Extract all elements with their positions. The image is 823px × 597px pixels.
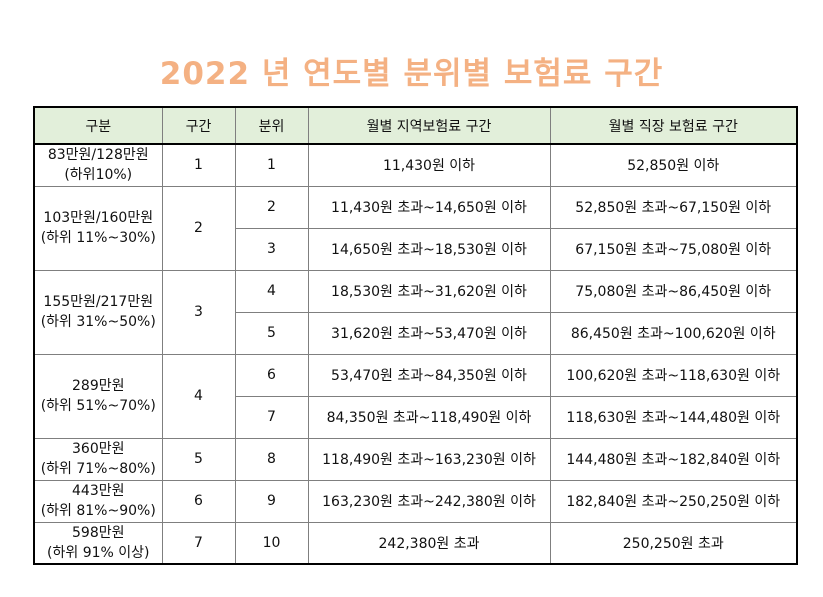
regional-premium-cell: 242,380원 초과 bbox=[307, 521, 551, 565]
workplace-premium-cell: 75,080원 초과~86,450원 이하 bbox=[549, 269, 798, 313]
income-category-cell: 289만원 (하위 51%~70%) bbox=[33, 353, 163, 439]
page-title: 2022 년 연도별 분위별 보험료 구간 bbox=[159, 56, 664, 92]
income-range-label: 155만원/217만원 bbox=[43, 294, 154, 310]
income-range-label: 443만원 bbox=[72, 483, 125, 499]
decile-cell: 5 bbox=[234, 311, 309, 355]
table-row: 155만원/217만원 (하위 31%~50%) 3 4 18,530원 초과~31,6… bbox=[33, 269, 798, 355]
header-decile: 분위 bbox=[234, 106, 309, 145]
segment-cell: 1 bbox=[161, 143, 236, 187]
income-category-cell: 155만원/217만원 (하위 31%~50%) bbox=[33, 269, 163, 355]
regional-premium-cell: 11,430원 이하 bbox=[307, 143, 551, 187]
header-segment: 구간 bbox=[161, 106, 236, 145]
segment-cell: 7 bbox=[161, 521, 236, 565]
workplace-premium-cell: 100,620원 초과~118,630원 이하 bbox=[549, 353, 798, 397]
income-category-cell: 598만원 (하위 91% 이상) bbox=[33, 521, 163, 565]
header-regional-premium: 월별 지역보험료 구간 bbox=[307, 106, 551, 145]
segment-cell: 2 bbox=[161, 185, 236, 271]
premium-table: 구분 구간 분위 월별 지역보험료 구간 월별 직장 보험료 구간 83만원/1… bbox=[33, 106, 798, 565]
segment-cell: 6 bbox=[161, 479, 236, 523]
table-row: 83만원/128만원 (하위10%) 1 1 11,430원 이하 52,850원 이하 bbox=[33, 143, 798, 187]
header-category: 구분 bbox=[33, 106, 163, 145]
table-row: 5 31,620원 초과~53,470원 이하 86,450원 초과~100,620… bbox=[34, 311, 798, 355]
regional-premium-cell: 11,430원 초과~14,650원 이하 bbox=[307, 185, 551, 229]
decile-cell: 1 bbox=[234, 143, 309, 187]
table-row: 103만원/160만원 (하위 11%~30%) 2 2 11,430원 초과~14,6… bbox=[33, 185, 798, 271]
regional-premium-cell: 118,490원 초과~163,230원 이하 bbox=[307, 437, 551, 481]
table-row: 3 14,650원 초과~18,530원 이하 67,150원 초과~75,080원… bbox=[34, 227, 798, 271]
workplace-premium-cell: 250,250원 초과 bbox=[549, 521, 798, 565]
table-row: 598만원 (하위 91% 이상) 7 10 242,380원 초과 250,250원 초… bbox=[33, 521, 798, 565]
decile-cell: 3 bbox=[234, 227, 309, 271]
decile-cell: 2 bbox=[234, 185, 309, 229]
income-category-cell: 360만원 (하위 71%~80%) bbox=[33, 437, 163, 481]
workplace-premium-cell: 52,850원 초과~67,150원 이하 bbox=[549, 185, 798, 229]
segment-cell: 3 bbox=[161, 269, 236, 355]
percentile-label: (하위 91% 이상) bbox=[47, 544, 150, 561]
table-body: 83만원/128만원 (하위10%) 1 1 11,430원 이하 52,850원 이하 1… bbox=[33, 143, 798, 565]
regional-premium-cell: 163,230원 초과~242,380원 이하 bbox=[307, 479, 551, 523]
decile-cell: 10 bbox=[234, 521, 309, 565]
income-range-label: 598만원 bbox=[72, 524, 125, 541]
regional-premium-cell: 84,350원 초과~118,490원 이하 bbox=[307, 395, 551, 439]
workplace-premium-cell: 86,450원 초과~100,620원 이하 bbox=[549, 311, 798, 355]
workplace-premium-cell: 118,630원 초과~144,480원 이하 bbox=[549, 395, 798, 439]
percentile-label: (하위 31%~50%) bbox=[40, 314, 156, 330]
regional-premium-cell: 18,530원 초과~31,620원 이하 bbox=[307, 269, 551, 313]
percentile-label: (하위 81%~90%) bbox=[40, 503, 156, 519]
header-row: 구분 구간 분위 월별 지역보험료 구간 월별 직장 보험료 구간 bbox=[33, 106, 798, 145]
segment-cell: 4 bbox=[161, 353, 236, 439]
income-range-label: 289만원 bbox=[72, 378, 125, 394]
percentile-label: (하위 71%~80%) bbox=[40, 461, 156, 477]
percentile-label: (하위10%) bbox=[64, 167, 133, 184]
income-range-label: 360만원 bbox=[72, 441, 125, 457]
decile-cell: 9 bbox=[234, 479, 309, 523]
income-range-label: 103만원/160만원 bbox=[43, 210, 154, 226]
income-range-label: 83만원/128만원 bbox=[47, 147, 149, 164]
income-category-cell: 103만원/160만원 (하위 11%~30%) bbox=[33, 185, 163, 271]
regional-premium-cell: 31,620원 초과~53,470원 이하 bbox=[307, 311, 551, 355]
decile-cell: 7 bbox=[234, 395, 309, 439]
table-row: 360만원 (하위 71%~80%) 5 8 118,490원 초과~163,230원 … bbox=[33, 437, 798, 481]
table-row: 443만원 (하위 81%~90%) 6 9 163,230원 초과~242,380원 … bbox=[33, 479, 798, 523]
workplace-premium-cell: 67,150원 초과~75,080원 이하 bbox=[549, 227, 798, 271]
percentile-label: (하위 51%~70%) bbox=[40, 398, 156, 414]
regional-premium-cell: 14,650원 초과~18,530원 이하 bbox=[307, 227, 551, 271]
percentile-label: (하위 11%~30%) bbox=[40, 230, 156, 246]
income-category-cell: 443만원 (하위 81%~90%) bbox=[33, 479, 163, 523]
decile-cell: 4 bbox=[234, 269, 309, 313]
workplace-premium-cell: 52,850원 이하 bbox=[549, 143, 798, 187]
decile-cell: 6 bbox=[234, 353, 309, 397]
workplace-premium-cell: 182,840원 초과~250,250원 이하 bbox=[549, 479, 798, 523]
decile-cell: 8 bbox=[234, 437, 309, 481]
segment-cell: 5 bbox=[161, 437, 236, 481]
header-workplace-premium: 월별 직장 보험료 구간 bbox=[549, 106, 798, 145]
regional-premium-cell: 53,470원 초과~84,350원 이하 bbox=[307, 353, 551, 397]
workplace-premium-cell: 144,480원 초과~182,840원 이하 bbox=[549, 437, 798, 481]
table-row: 289만원 (하위 51%~70%) 4 6 53,470원 초과~84,350원 이하… bbox=[33, 353, 798, 439]
income-category-cell: 83만원/128만원 (하위10%) bbox=[33, 143, 163, 187]
